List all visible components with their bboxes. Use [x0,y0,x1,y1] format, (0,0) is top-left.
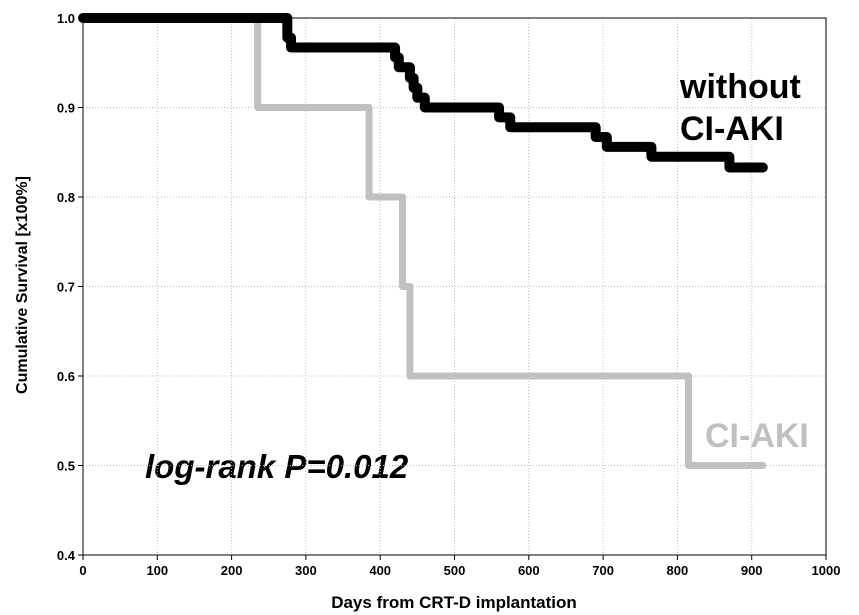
x-tick-label: 300 [295,563,317,578]
y-axis-label: Cumulative Survival [x100%] [14,176,31,394]
x-tick-label: 400 [369,563,391,578]
y-tick-label: 0.5 [57,459,75,474]
series-label: without [679,68,801,106]
series-label: CI-AKI [680,110,784,148]
y-tick-label: 0.7 [57,280,75,295]
survival-line [78,13,768,173]
x-tick-label: 0 [79,563,86,578]
x-tick-label: 100 [146,563,168,578]
y-tick-label: 0.9 [57,101,75,116]
annotation: log-rank P=0.012 [145,448,409,485]
y-tick-label: 0.8 [57,190,75,205]
x-tick-label: 200 [221,563,243,578]
x-tick-label: 1000 [812,563,841,578]
x-axis-label: Days from CRT-D implantation [331,593,577,612]
x-tick-label: 900 [741,563,763,578]
x-tick-label: 800 [667,563,689,578]
plot-frame [82,17,827,556]
y-tick-label: 1.0 [57,11,75,26]
x-tick-label: 500 [444,563,466,578]
y-tick-label: 0.4 [57,548,76,563]
x-tick-label: 700 [592,563,614,578]
y-tick-label: 0.6 [57,369,75,384]
series-label: CI-AKI [705,417,809,455]
survival-line [79,14,767,469]
x-tick-label: 600 [518,563,540,578]
